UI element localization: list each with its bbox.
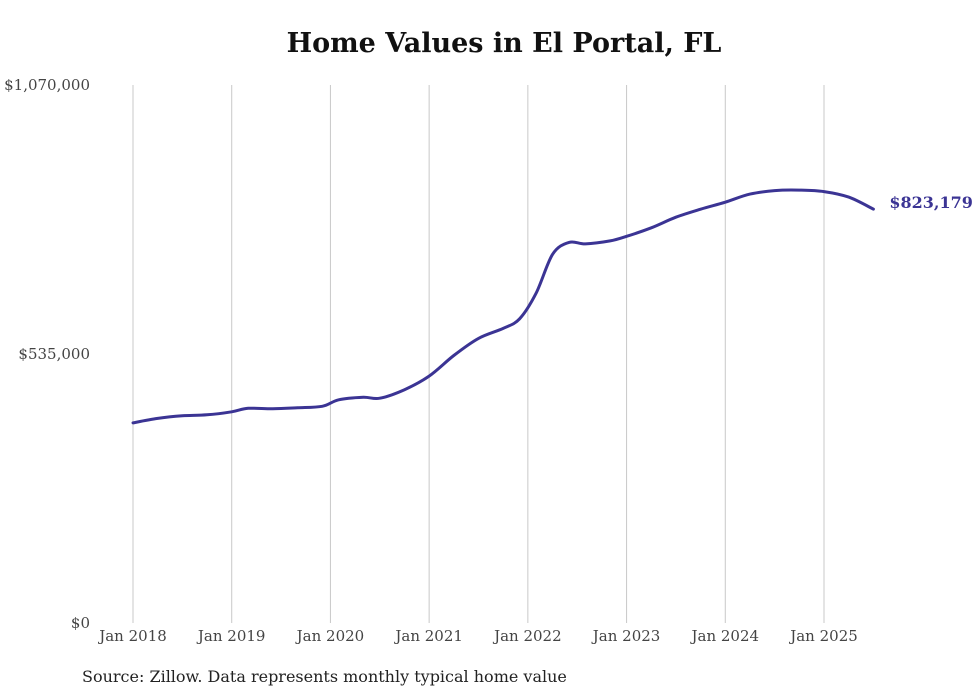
x-tick-label: Jan 2023 [591, 627, 661, 645]
x-tick-label: Jan 2024 [690, 627, 760, 645]
y-tick-label: $0 [71, 614, 90, 632]
home-value-line [131, 188, 875, 425]
x-tick-label: Jan 2018 [97, 627, 167, 645]
x-tick-label: Jan 2021 [393, 627, 463, 645]
x-tick-label: Jan 2019 [196, 627, 266, 645]
y-tick-label: $535,000 [18, 345, 90, 363]
x-tick-label: Jan 2025 [788, 627, 858, 645]
chart-title: Home Values in El Portal, FL [286, 28, 722, 59]
latest-value-label: $823,179 [889, 193, 973, 212]
x-tick-label: Jan 2022 [492, 627, 562, 645]
y-tick-label: $1,070,000 [4, 76, 90, 94]
x-tick-label: Jan 2020 [295, 627, 365, 645]
source-note: Source: Zillow. Data represents monthly … [82, 667, 567, 686]
